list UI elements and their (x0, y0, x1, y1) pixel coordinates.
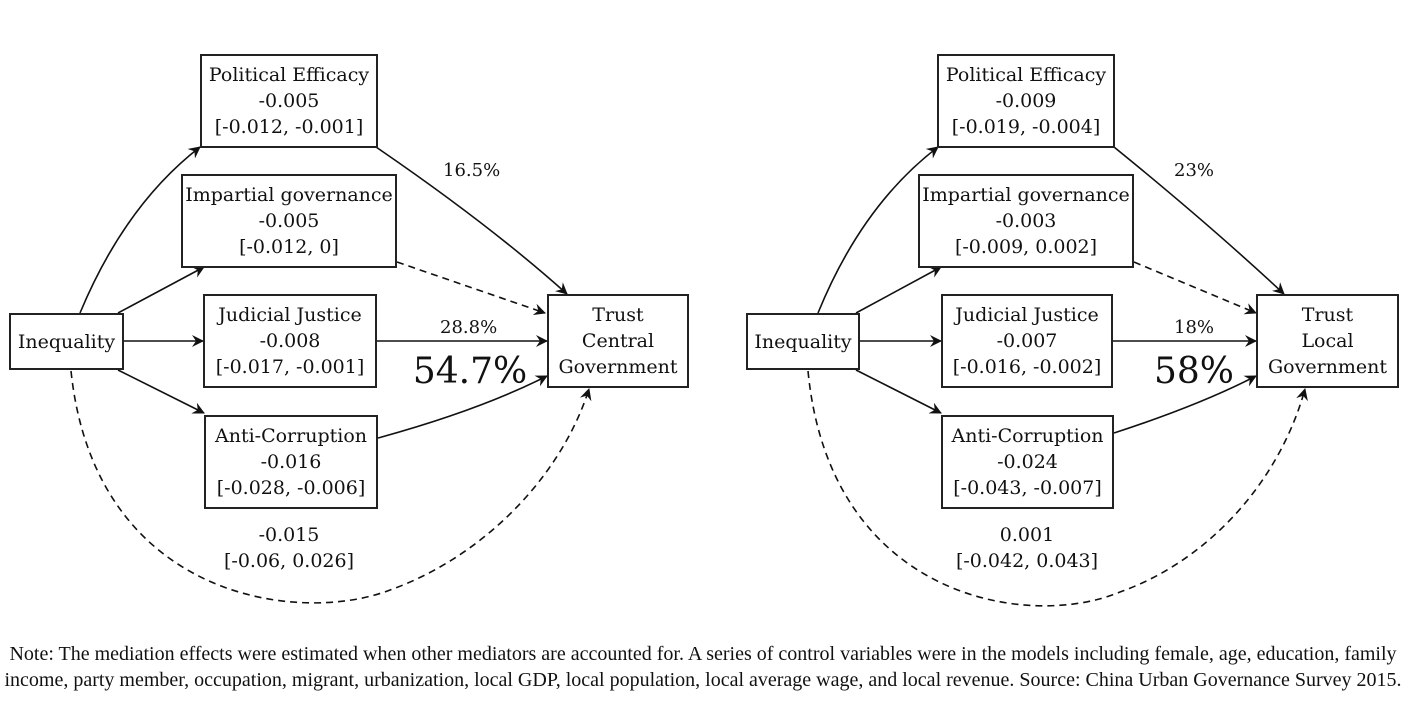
mediator-confidence-interval: [-0.012, 0] (239, 236, 339, 258)
mediator-confidence-interval: [-0.009, 0.002] (954, 236, 1098, 258)
right-anti-corruption-node: Anti-Corruption -0.024 [-0.043, -0.007] (941, 415, 1114, 509)
left-arrow-political-to-trust (375, 146, 568, 295)
left-judicial-justice-node: Judicial Justice -0.008 [-0.017, -0.001] (203, 294, 377, 388)
figure-note: Note: The mediation effects were estimat… (4, 643, 1402, 691)
left-inequality-label: Inequality (17, 330, 116, 353)
left-total-mediation-share: 54.7% (412, 351, 528, 392)
left-trust-central-government-node: Trust Central Government (547, 294, 689, 388)
left-arrow-to-impartial-governance (117, 266, 205, 314)
right-impartial-governance-node: Impartial governance -0.003 [-0.009, 0.0… (918, 174, 1134, 268)
mediator-name: Anti-Corruption (951, 425, 1104, 447)
outcome-line: Local (1301, 330, 1354, 352)
left-arrow-impartial-to-trust (396, 261, 546, 316)
mediator-name: Political Efficacy (208, 64, 370, 86)
left-political-efficacy-node: Political Efficacy -0.005 [-0.012, -0.00… (200, 54, 378, 148)
mediator-name: Judicial Justice (955, 304, 1099, 326)
outcome-line: Government (1267, 356, 1388, 378)
left-judicial-justice-share: 28.8% (440, 317, 498, 338)
right-arrow-anticorruption-to-trust (1113, 375, 1257, 434)
right-arrow-to-impartial-governance (855, 266, 942, 314)
mediator-name: Judicial Justice (218, 304, 362, 326)
outcome-line: Central (581, 330, 655, 352)
right-political-efficacy-share: 23% (1174, 160, 1215, 181)
right-political-efficacy-node: Political Efficacy -0.009 [-0.019, -0.00… (937, 54, 1115, 148)
outcome-line: Government (558, 356, 678, 378)
right-direct-effect-label: 0.001 [-0.042, 0.043] (956, 522, 1098, 574)
mediator-name: Anti-Corruption (214, 425, 368, 447)
mediator-confidence-interval: [-0.028, -0.006] (216, 477, 366, 499)
mediator-name: Impartial governance (185, 184, 393, 206)
right-arrow-to-political-efficacy (817, 146, 939, 314)
left-arrows (70, 146, 592, 604)
mediator-coefficient: -0.005 (258, 210, 320, 232)
left-arrow-to-anti-corruption (117, 369, 205, 414)
mediator-coefficient: -0.003 (995, 210, 1057, 232)
mediator-confidence-interval: [-0.019, -0.004] (951, 116, 1101, 138)
mediator-coefficient: -0.009 (995, 90, 1057, 112)
mediator-confidence-interval: [-0.043, -0.007] (953, 477, 1102, 499)
left-arrow-anticorruption-to-trust (377, 375, 548, 439)
right-arrow-to-anti-corruption (855, 369, 942, 414)
left-direct-effect-label: -0.015 [-0.06, 0.026] (224, 522, 354, 574)
mediator-coefficient: -0.005 (258, 90, 320, 112)
right-judicial-justice-share: 18% (1174, 317, 1215, 338)
direct-effect-confidence-interval: [-0.042, 0.043] (955, 550, 1099, 572)
mediator-coefficient: -0.007 (996, 330, 1058, 352)
left-political-efficacy-share: 16.5% (443, 160, 501, 181)
left-arrow-to-political-efficacy (79, 146, 201, 314)
mediator-name: Political Efficacy (945, 64, 1107, 86)
right-arrow-impartial-to-trust (1133, 261, 1257, 315)
direct-effect-confidence-interval: [-0.06, 0.026] (223, 550, 355, 572)
outcome-line: Trust (592, 304, 644, 326)
mediator-coefficient: -0.016 (260, 451, 322, 473)
right-inequality-label: Inequality (754, 330, 852, 353)
right-arrow-direct-effect (807, 370, 1308, 607)
mediator-coefficient: -0.008 (259, 330, 321, 352)
direct-effect-coefficient: -0.015 (258, 524, 320, 546)
mediator-confidence-interval: [-0.017, -0.001] (215, 356, 365, 378)
mediator-coefficient: -0.024 (997, 451, 1058, 473)
right-judicial-justice-node: Judicial Justice -0.007 [-0.016, -0.002] (941, 294, 1113, 388)
right-arrow-political-to-trust (1113, 146, 1285, 295)
left-inequality-node: Inequality (9, 313, 124, 370)
mediator-confidence-interval: [-0.012, -0.001] (214, 116, 364, 138)
right-arrows (807, 146, 1308, 607)
left-anti-corruption-node: Anti-Corruption -0.016 [-0.028, -0.006] (204, 415, 378, 509)
right-total-mediation-share: 58% (1153, 351, 1235, 392)
right-trust-local-government-node: Trust Local Government (1256, 294, 1399, 388)
left-arrow-direct-effect (70, 370, 592, 604)
right-inequality-node: Inequality (746, 313, 860, 370)
mediator-confidence-interval: [-0.016, -0.002] (952, 356, 1102, 378)
direct-effect-coefficient: 0.001 (999, 524, 1055, 546)
outcome-line: Trust (1301, 304, 1354, 326)
mediator-name: Impartial governance (922, 184, 1130, 206)
left-impartial-governance-node: Impartial governance -0.005 [-0.012, 0] (181, 174, 397, 268)
